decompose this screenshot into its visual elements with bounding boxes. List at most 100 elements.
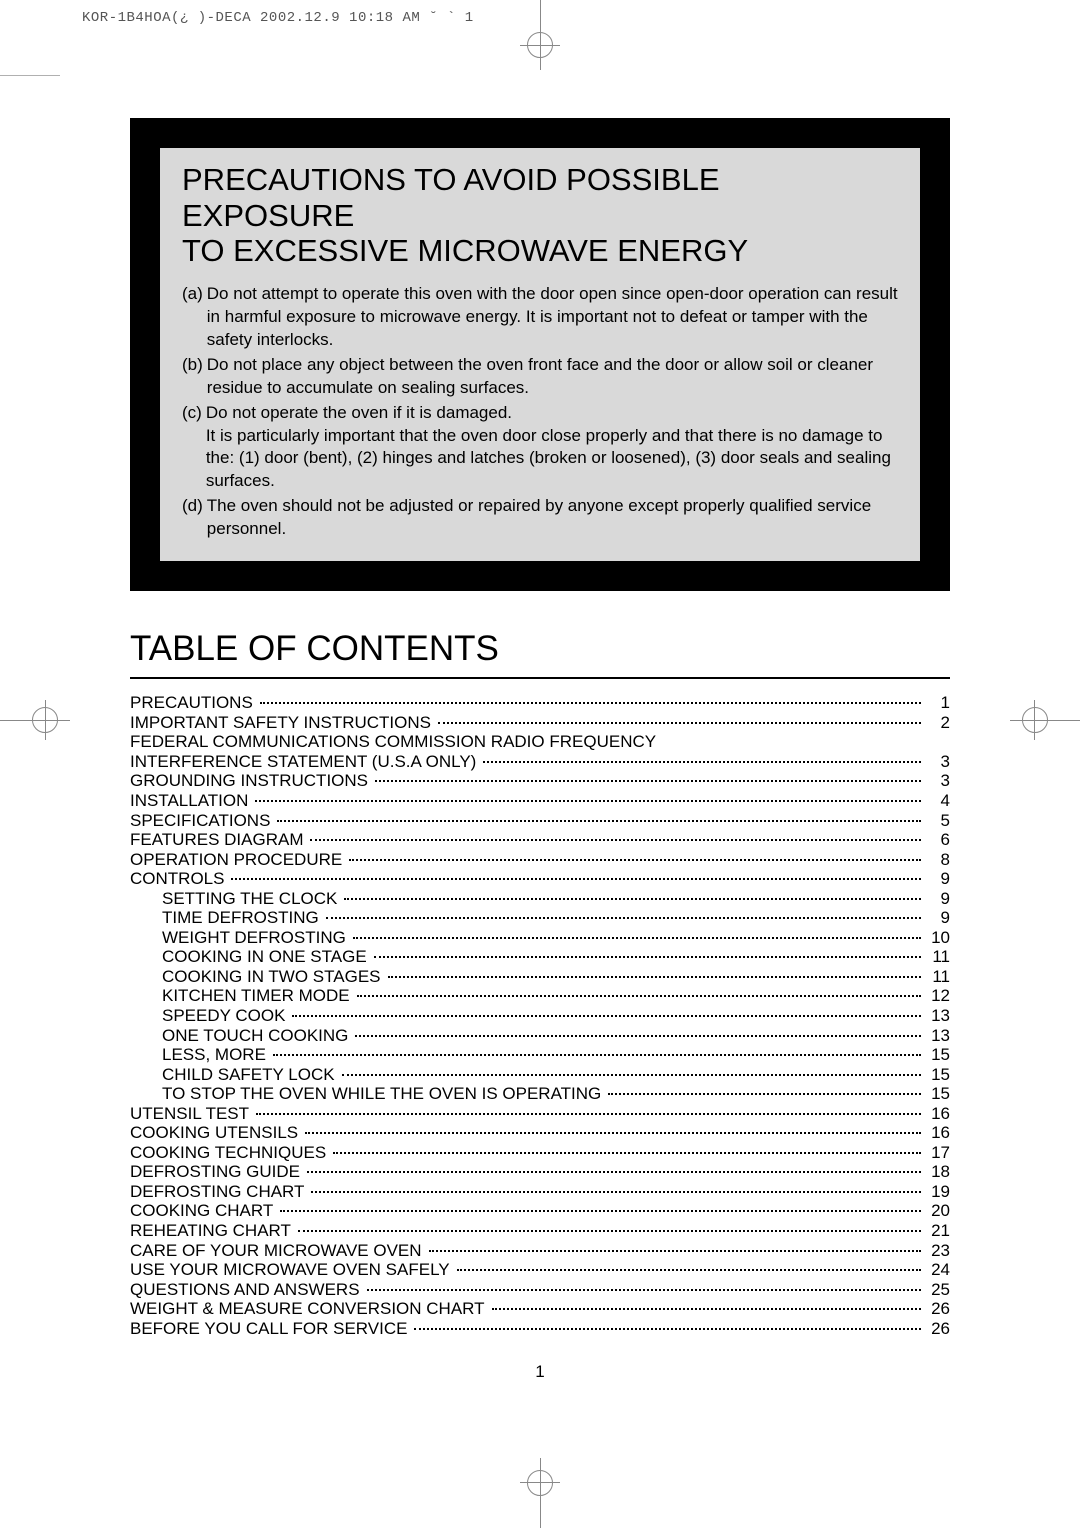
toc-entry-title: CARE OF YOUR MICROWAVE OVEN — [130, 1241, 426, 1261]
precaution-label: (d) — [182, 495, 207, 541]
toc-entry-title: GROUNDING INSTRUCTIONS — [130, 771, 372, 791]
toc-leader-dots — [429, 1250, 921, 1252]
toc-row: UTENSIL TEST16 — [130, 1104, 950, 1124]
toc-row: REHEATING CHART21 — [130, 1221, 950, 1241]
toc-row: USE YOUR MICROWAVE OVEN SAFELY24 — [130, 1260, 950, 1280]
toc-entry-title: DEFROSTING CHART — [130, 1182, 308, 1202]
toc-leader-dots — [277, 820, 921, 822]
toc-leader-dots — [333, 1152, 921, 1154]
precautions-list: (a)Do not attempt to operate this oven w… — [182, 283, 898, 541]
toc-row: COOKING TECHNIQUES17 — [130, 1143, 950, 1163]
toc-leader-dots — [357, 995, 921, 997]
toc-entry-page: 15 — [924, 1084, 950, 1104]
toc-row: QUESTIONS AND ANSWERS25 — [130, 1280, 950, 1300]
precaution-subtext: It is particularly important that the ov… — [206, 425, 898, 494]
toc-entry-title: COOKING IN ONE STAGE — [130, 947, 371, 967]
toc-entry-page: 1 — [924, 693, 950, 713]
toc-row: FEDERAL COMMUNICATIONS COMMISSION RADIO … — [130, 732, 950, 752]
toc-entry-title: FEATURES DIAGRAM — [130, 830, 307, 850]
trim-line — [0, 75, 60, 76]
toc-row: INSTALLATION4 — [130, 791, 950, 811]
toc-row: GROUNDING INSTRUCTIONS 3 — [130, 771, 950, 791]
toc-row: KITCHEN TIMER MODE12 — [130, 986, 950, 1006]
toc-leader-dots — [311, 1191, 921, 1193]
toc-row: TIME DEFROSTING 9 — [130, 908, 950, 928]
header-meta-text: KOR-1B4HOA(¿ )-DECA 2002.12.9 10:18 AM ˘… — [82, 10, 474, 26]
toc-entry-title: KITCHEN TIMER MODE — [130, 986, 354, 1006]
precaution-text: Do not place any object between the oven… — [207, 354, 898, 400]
toc-entry-page: 11 — [924, 967, 950, 987]
toc-row: SPEEDY COOK 13 — [130, 1006, 950, 1026]
toc-leader-dots — [260, 702, 921, 704]
toc-leader-dots — [355, 1035, 921, 1037]
toc-entry-page: 17 — [924, 1143, 950, 1163]
precaution-item: (b)Do not place any object between the o… — [182, 354, 898, 400]
precaution-label: (b) — [182, 354, 207, 400]
toc-leader-dots — [374, 956, 921, 958]
toc-row: SETTING THE CLOCK9 — [130, 889, 950, 909]
toc-row: LESS, MORE 15 — [130, 1045, 950, 1065]
crop-mark-left — [0, 700, 70, 740]
toc-entry-page: 20 — [924, 1201, 950, 1221]
crop-mark-right — [1010, 700, 1080, 740]
toc-entry-title: WEIGHT & MEASURE CONVERSION CHART — [130, 1299, 489, 1319]
toc-entry-page: 9 — [924, 908, 950, 928]
toc-entry-page: 23 — [924, 1241, 950, 1261]
toc-entry-title: SPEEDY COOK — [130, 1006, 289, 1026]
toc-entry-page: 2 — [924, 713, 950, 733]
crop-mark-bottom — [520, 1458, 560, 1528]
toc-row: COOKING CHART 20 — [130, 1201, 950, 1221]
precautions-title-line2: TO EXCESSIVE MICROWAVE ENERGY — [182, 233, 748, 268]
toc-entry-title: SETTING THE CLOCK — [130, 889, 341, 909]
toc-leader-dots — [273, 1054, 921, 1056]
toc-entry-page: 6 — [924, 830, 950, 850]
toc-row: COOKING IN TWO STAGES11 — [130, 967, 950, 987]
toc-entry-title: USE YOUR MICROWAVE OVEN SAFELY — [130, 1260, 454, 1280]
toc-row: TO STOP THE OVEN WHILE THE OVEN IS OPERA… — [130, 1084, 950, 1104]
toc-entry-title: DEFROSTING GUIDE — [130, 1162, 304, 1182]
toc-leader-dots — [256, 1113, 921, 1115]
precautions-title: PRECAUTIONS TO AVOID POSSIBLE EXPOSURE T… — [182, 162, 898, 269]
toc-entry-page: 15 — [924, 1045, 950, 1065]
toc-entry-page: 13 — [924, 1026, 950, 1046]
toc-entry-title: INTERFERENCE STATEMENT (U.S.A ONLY) — [130, 752, 480, 772]
toc-leader-dots — [255, 800, 921, 802]
precaution-item: (c)Do not operate the oven if it is dama… — [182, 402, 898, 494]
toc-leader-dots — [353, 937, 921, 939]
toc-row: IMPORTANT SAFETY INSTRUCTIONS2 — [130, 713, 950, 733]
toc-entry-title: TIME DEFROSTING — [130, 908, 323, 928]
toc-entry-title: BEFORE YOU CALL FOR SERVICE — [130, 1319, 411, 1339]
toc-row: COOKING UTENSILS16 — [130, 1123, 950, 1143]
precautions-title-line1: PRECAUTIONS TO AVOID POSSIBLE EXPOSURE — [182, 162, 720, 233]
toc-row: COOKING IN ONE STAGE11 — [130, 947, 950, 967]
toc-row: DEFROSTING CHART19 — [130, 1182, 950, 1202]
toc-row: OPERATION PROCEDURE8 — [130, 850, 950, 870]
toc-entry-page: 4 — [924, 791, 950, 811]
toc-entry-title: COOKING CHART — [130, 1201, 277, 1221]
precaution-text: The oven should not be adjusted or repai… — [207, 495, 898, 541]
toc-entry-title: LESS, MORE — [130, 1045, 270, 1065]
content-frame: PRECAUTIONS TO AVOID POSSIBLE EXPOSURE T… — [130, 118, 950, 1338]
toc-entry-page: 13 — [924, 1006, 950, 1026]
toc-entry-title: ONE TOUCH COOKING — [130, 1026, 352, 1046]
toc-leader-dots — [414, 1328, 921, 1330]
toc-leader-dots — [375, 780, 921, 782]
toc-entry-page: 3 — [924, 771, 950, 791]
toc-entry-title: UTENSIL TEST — [130, 1104, 253, 1124]
toc-row: SPECIFICATIONS5 — [130, 811, 950, 831]
precaution-item: (d)The oven should not be adjusted or re… — [182, 495, 898, 541]
toc-leader-dots — [292, 1015, 921, 1017]
toc-entry-page: 5 — [924, 811, 950, 831]
toc-entry-title: TO STOP THE OVEN WHILE THE OVEN IS OPERA… — [130, 1084, 605, 1104]
toc-leader-dots — [305, 1132, 921, 1134]
toc-row: FEATURES DIAGRAM 6 — [130, 830, 950, 850]
toc-row: WEIGHT & MEASURE CONVERSION CHART26 — [130, 1299, 950, 1319]
document-page: KOR-1B4HOA(¿ )-DECA 2002.12.9 10:18 AM ˘… — [0, 0, 1080, 1528]
toc-leader-dots — [344, 898, 921, 900]
toc-row: CONTROLS9 — [130, 869, 950, 889]
precaution-label: (c) — [182, 402, 206, 494]
toc-entry-page: 16 — [924, 1123, 950, 1143]
toc-leader-dots — [367, 1289, 921, 1291]
toc-row: ONE TOUCH COOKING 13 — [130, 1026, 950, 1046]
precaution-text: Do not operate the oven if it is damaged… — [206, 402, 898, 494]
